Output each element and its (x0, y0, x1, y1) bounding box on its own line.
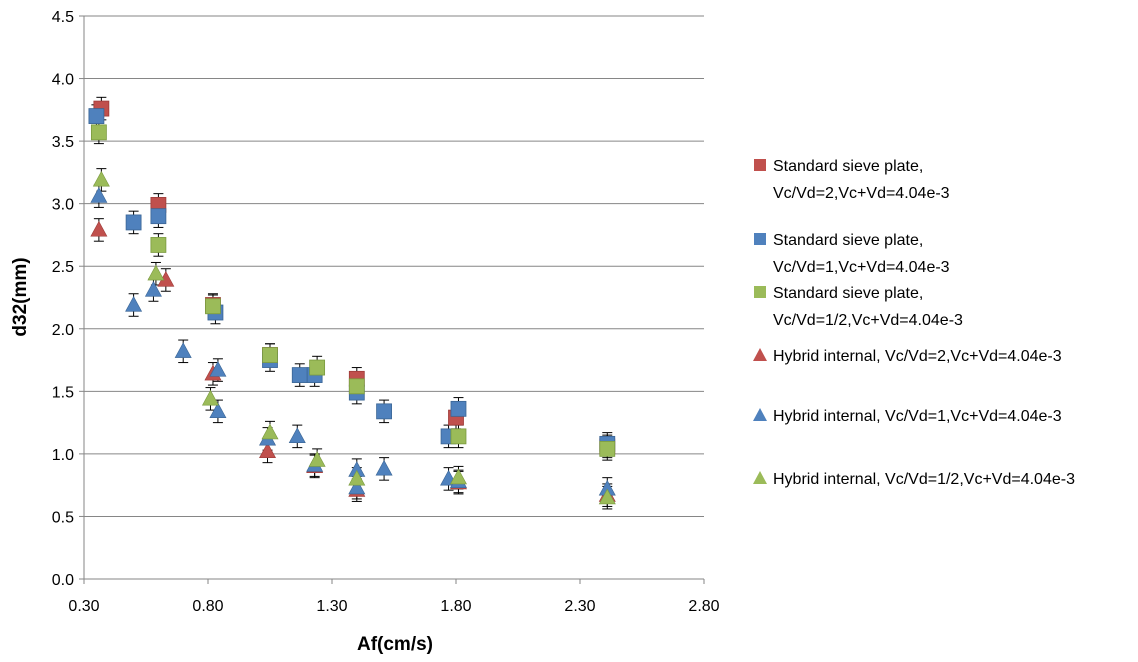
y-tick-label: 0.0 (52, 572, 74, 589)
triangle-marker (261, 423, 279, 440)
legend-label: Hybrid internal, Vc/Vd=1/2,Vc+Vd=4.04e-3 (773, 471, 1075, 488)
x-tick-label: 1.30 (316, 598, 347, 615)
legend-label: Hybrid internal, Vc/Vd=2,Vc+Vd=4.04e-3 (773, 348, 1062, 365)
x-tick-label: 2.30 (564, 598, 595, 615)
triangle-marker (288, 427, 306, 443)
square-marker (150, 237, 167, 253)
triangle-marker (348, 469, 366, 486)
y-tick-label: 0.5 (52, 509, 74, 526)
y-tick-label: 1.5 (52, 384, 74, 401)
legend: Standard sieve plate, Vc/Vd=2,Vc+Vd=4.04e… (753, 158, 1075, 488)
triangle-marker (144, 280, 162, 297)
y-tick-label: 3.5 (52, 134, 74, 151)
square-marker (348, 378, 365, 395)
triangle-marker (259, 442, 277, 458)
legend-label: Standard sieve plate, (773, 285, 923, 302)
square-marker (88, 108, 105, 124)
triangle-marker (90, 187, 108, 203)
legend-label: Standard sieve plate, (773, 232, 923, 249)
legend-marker-triangle (753, 471, 767, 484)
legend-label: Vc/Vd=2,Vc+Vd=4.04e-3 (773, 185, 950, 202)
gridlines (84, 15, 704, 517)
square-marker (262, 347, 278, 363)
y-tick-label: 4.5 (52, 9, 74, 26)
square-marker (291, 367, 308, 383)
triangle-marker (209, 402, 227, 418)
square-marker (450, 428, 467, 445)
triangle-marker (125, 295, 143, 312)
legend-label: Vc/Vd=1,Vc+Vd=4.04e-3 (773, 259, 950, 276)
x-tick-label: 0.30 (68, 598, 99, 615)
triangle-marker (375, 459, 393, 476)
square-marker (599, 440, 616, 457)
square-marker (376, 403, 392, 420)
triangle-marker (201, 389, 219, 406)
x-tick-label: 0.80 (192, 598, 223, 615)
triangle-marker (308, 451, 326, 467)
legend-marker-triangle (753, 408, 767, 421)
triangle-marker (598, 488, 616, 505)
triangle-marker (147, 264, 165, 281)
legend-marker-square (754, 159, 766, 171)
y-tick-label: 3.0 (52, 197, 74, 214)
x-axis-title: Af(cm/s) (357, 634, 433, 655)
x-tick-label: 2.80 (688, 598, 719, 615)
y-tick-label: 1.0 (52, 447, 74, 464)
legend-label: Standard sieve plate, (773, 158, 923, 175)
square-marker (450, 400, 467, 417)
y-tick-label: 2.5 (52, 259, 74, 276)
y-axis-title: d32(mm) (10, 257, 31, 336)
legend-marker-square (754, 286, 766, 298)
legend-marker-square (754, 233, 766, 245)
square-marker (309, 359, 326, 376)
legend-label: Hybrid internal, Vc/Vd=1,Vc+Vd=4.04e-3 (773, 408, 1062, 425)
legend-marker-triangle (753, 348, 767, 361)
square-marker (205, 298, 221, 315)
y-tick-label: 2.0 (52, 322, 74, 339)
triangle-marker (92, 170, 110, 187)
triangle-marker (90, 220, 108, 237)
square-marker (90, 124, 107, 141)
triangle-marker (348, 478, 366, 495)
y-tick-label: 4.0 (52, 72, 74, 89)
square-marker (125, 214, 142, 231)
legend-label: Vc/Vd=1/2,Vc+Vd=4.04e-3 (773, 312, 963, 329)
square-marker (150, 208, 167, 225)
triangle-marker (174, 342, 192, 358)
triangle-marker (449, 468, 467, 485)
x-tick-label: 1.80 (440, 598, 471, 615)
triangle-marker (209, 361, 227, 377)
axes: 0.0 0.5 1.0 1.5 2.0 2.5 3.0 3.5 4.0 4.5 0.30 0.80 1.… (52, 9, 720, 615)
data-points (88, 96, 616, 510)
